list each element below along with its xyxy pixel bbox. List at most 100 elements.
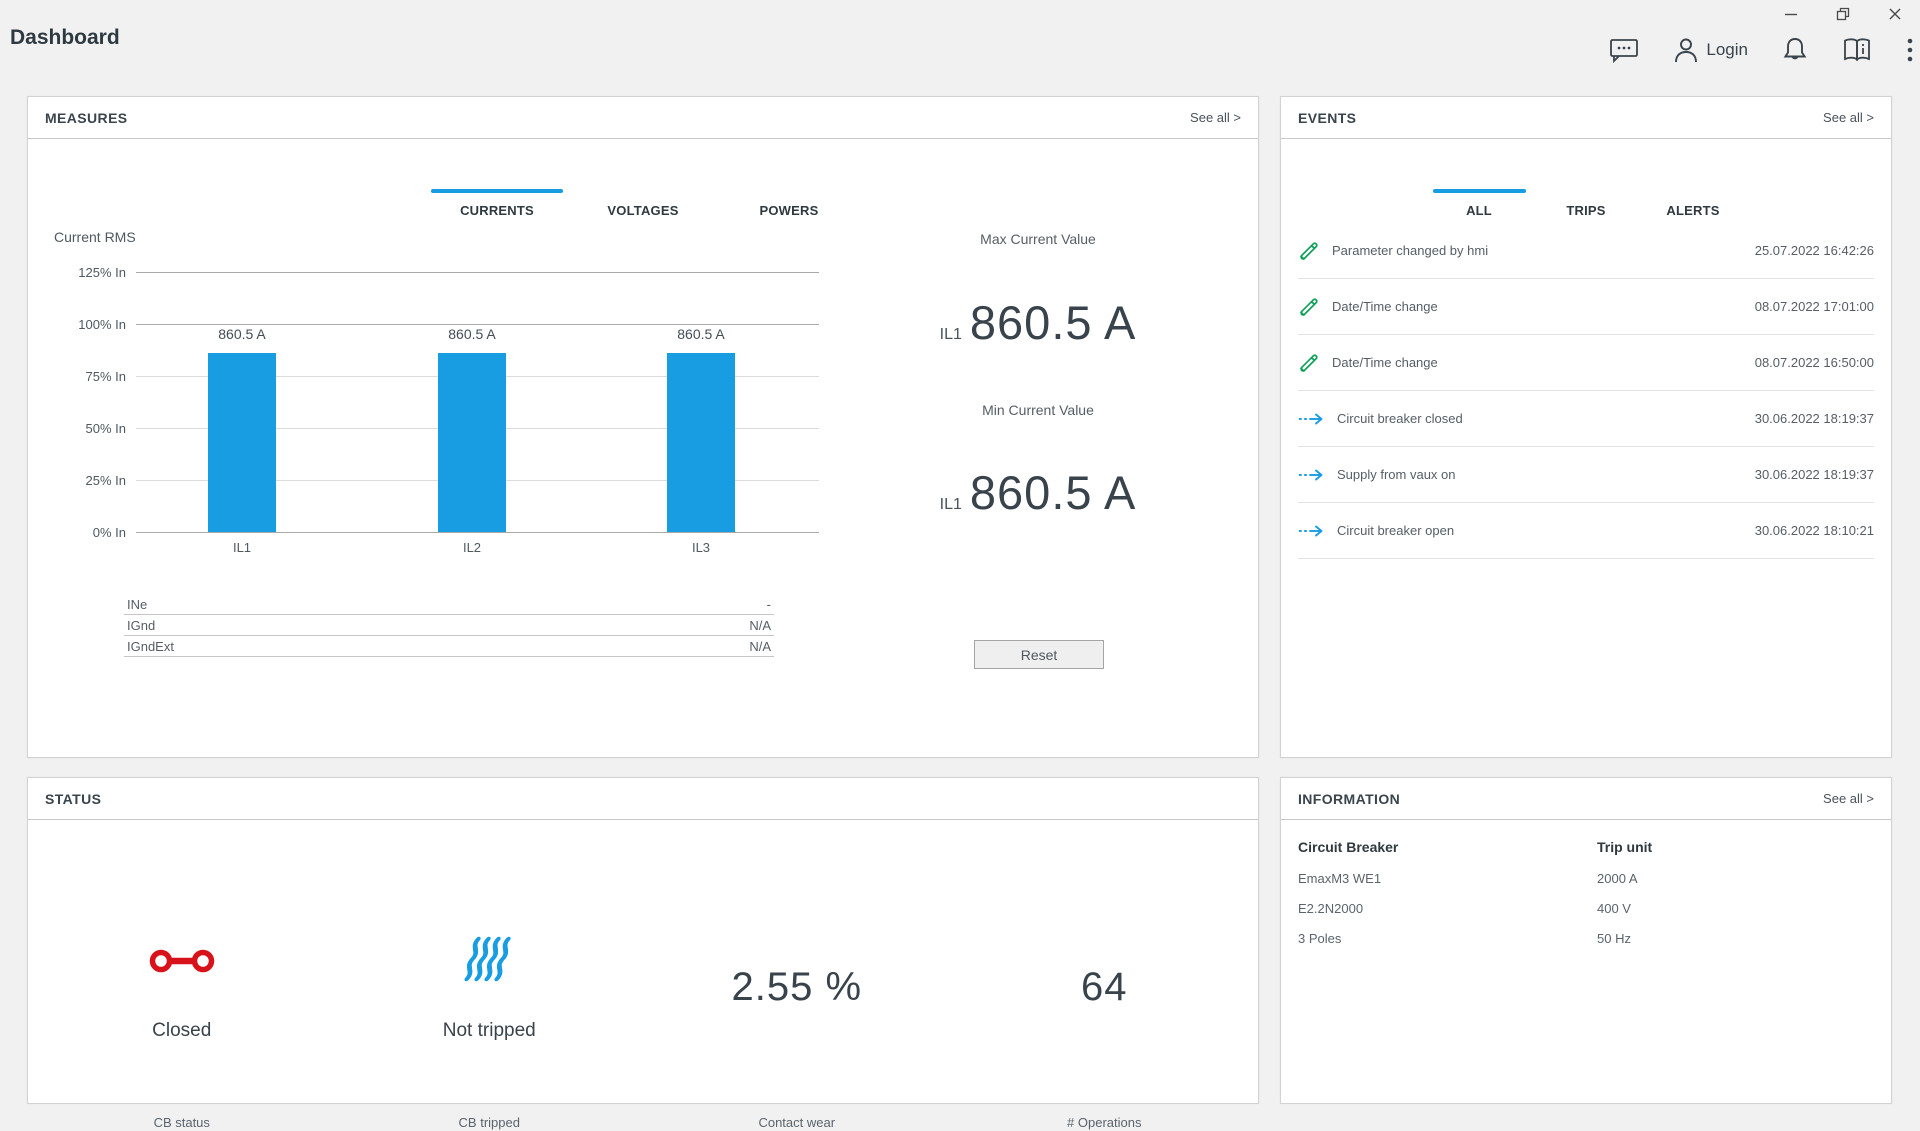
event-arrow-icon bbox=[1298, 468, 1325, 482]
information-row: 2000 A bbox=[1597, 871, 1638, 886]
events-tabs: ALL TRIPS ALERTS bbox=[1281, 189, 1891, 224]
event-timestamp: 30.06.2022 18:10:21 bbox=[1754, 523, 1874, 538]
bell-icon[interactable] bbox=[1782, 36, 1808, 64]
status-value: Not tripped bbox=[442, 1020, 536, 1041]
tab-trips[interactable]: TRIPS bbox=[1566, 203, 1606, 218]
information-row: E2.2N2000 bbox=[1298, 901, 1364, 916]
measures-row-label: IGnd bbox=[127, 617, 156, 633]
information-column-header: Trip unit bbox=[1597, 839, 1653, 855]
event-row[interactable]: Supply from vaux on 30.06.2022 18:19:37 bbox=[1298, 447, 1874, 503]
events-see-all-link[interactable]: See all > bbox=[1823, 110, 1874, 125]
measures-table-row: IGnd N/A bbox=[124, 615, 774, 636]
event-text: Circuit breaker closed bbox=[1337, 411, 1463, 426]
tab-all[interactable]: ALL bbox=[1432, 189, 1526, 224]
tab-powers[interactable]: POWERS bbox=[759, 203, 819, 218]
min-current-label: Min Current Value bbox=[982, 402, 1094, 418]
status-item: 2.55 % Contact wear bbox=[643, 820, 951, 1130]
status-value: 64 bbox=[1081, 965, 1128, 1009]
status-value: 2.55 % bbox=[731, 965, 863, 1009]
chart-ytick: 75% In bbox=[85, 369, 126, 384]
tab-currents[interactable]: CURRENTS bbox=[431, 189, 563, 224]
login-label: Login bbox=[1706, 40, 1748, 59]
chart-xtick: IL2 bbox=[462, 540, 482, 555]
status-title: STATUS bbox=[45, 790, 102, 807]
chat-icon[interactable] bbox=[1609, 36, 1639, 64]
measures-row-label: INe bbox=[127, 596, 148, 612]
chart-ytick: 100% In bbox=[78, 317, 126, 332]
chart-gridline bbox=[136, 532, 819, 533]
chart-bar-il3 bbox=[667, 353, 735, 532]
measures-row-value: - bbox=[766, 596, 771, 612]
information-title: INFORMATION bbox=[1298, 790, 1401, 807]
chart-bar-value: 860.5 A bbox=[677, 326, 725, 343]
min-current-phase: IL1 bbox=[939, 496, 962, 513]
chart-ytick: 50% In bbox=[85, 421, 126, 436]
measures-row-label: IGndExt bbox=[127, 638, 174, 654]
kebab-menu-icon[interactable] bbox=[1906, 36, 1914, 64]
status-body: Closed CB status Not tripped CB tripped 2.55… bbox=[28, 820, 1259, 1130]
minimize-button[interactable] bbox=[1776, 2, 1806, 26]
measures-see-all-link[interactable]: See all > bbox=[1190, 110, 1241, 125]
event-timestamp: 30.06.2022 18:19:37 bbox=[1754, 411, 1874, 426]
chart-bar-il1 bbox=[208, 353, 276, 532]
status-label: # Operations bbox=[1067, 1115, 1142, 1130]
status-value: Closed bbox=[152, 1020, 212, 1041]
events-panel: EVENTS See all > ALL TRIPS ALERTS Paramete… bbox=[1280, 96, 1892, 758]
status-label: CB tripped bbox=[458, 1115, 520, 1130]
measures-row-value: N/A bbox=[749, 638, 771, 654]
information-column-header: Circuit Breaker bbox=[1298, 839, 1399, 855]
pencil-icon bbox=[1298, 296, 1320, 318]
event-timestamp: 08.07.2022 17:01:00 bbox=[1754, 299, 1874, 314]
event-row[interactable]: Circuit breaker open 30.06.2022 18:10:21 bbox=[1298, 503, 1874, 559]
status-item: Closed CB status bbox=[28, 820, 336, 1130]
status-item: 64 # Operations bbox=[951, 820, 1259, 1130]
cb-closed-icon bbox=[149, 944, 215, 978]
login-button[interactable]: Login bbox=[1673, 36, 1748, 64]
information-row: 50 Hz bbox=[1597, 931, 1631, 946]
user-icon bbox=[1675, 38, 1698, 63]
event-row[interactable]: Date/Time change 08.07.2022 16:50:00 bbox=[1298, 335, 1874, 391]
chart-title: Current RMS bbox=[54, 229, 136, 245]
chart-xtick: IL3 bbox=[691, 540, 711, 555]
restore-button[interactable] bbox=[1828, 2, 1858, 26]
reset-button[interactable]: Reset bbox=[974, 640, 1104, 669]
event-row[interactable]: Circuit breaker closed 30.06.2022 18:19:3… bbox=[1298, 391, 1874, 447]
events-list: Parameter changed by hmi 25.07.2022 16:42… bbox=[1298, 223, 1874, 559]
information-row: 3 Poles bbox=[1298, 931, 1342, 946]
status-panel: STATUS Closed CB status Not tripped CB trip… bbox=[27, 777, 1259, 1130]
measures-panel: MEASURES See all > CURRENTS VOLTAGES POWER… bbox=[27, 96, 1259, 758]
event-timestamp: 25.07.2022 16:42:26 bbox=[1754, 243, 1874, 258]
tab-voltages[interactable]: VOLTAGES bbox=[607, 203, 679, 218]
event-timestamp: 08.07.2022 16:50:00 bbox=[1754, 355, 1874, 370]
measures-table-row: INe - bbox=[124, 594, 774, 615]
chart-bar-value: 860.5 A bbox=[448, 326, 496, 343]
window-controls bbox=[1776, 2, 1910, 26]
pencil-icon bbox=[1298, 240, 1320, 262]
measures-row-value: N/A bbox=[749, 617, 771, 633]
status-label: Contact wear bbox=[758, 1115, 836, 1130]
max-current-phase: IL1 bbox=[939, 326, 962, 343]
status-item: Not tripped CB tripped bbox=[336, 820, 644, 1130]
event-text: Parameter changed by hmi bbox=[1332, 243, 1489, 258]
tab-alerts[interactable]: ALERTS bbox=[1666, 203, 1720, 218]
events-title: EVENTS bbox=[1298, 109, 1357, 126]
status-label: CB status bbox=[153, 1115, 210, 1130]
information-row: EmaxM3 WE1 bbox=[1298, 871, 1382, 886]
pencil-icon bbox=[1298, 352, 1320, 374]
measures-table-row: IGndExt N/A bbox=[124, 636, 774, 657]
event-text: Supply from vaux on bbox=[1337, 467, 1456, 482]
event-arrow-icon bbox=[1298, 524, 1325, 538]
event-arrow-icon bbox=[1298, 412, 1325, 426]
close-icon[interactable] bbox=[1880, 2, 1910, 26]
event-row[interactable]: Parameter changed by hmi 25.07.2022 16:42… bbox=[1298, 223, 1874, 279]
chart-gridline bbox=[136, 272, 819, 273]
event-text: Circuit breaker open bbox=[1337, 523, 1455, 538]
information-see-all-link[interactable]: See all > bbox=[1823, 791, 1874, 806]
event-timestamp: 30.06.2022 18:19:37 bbox=[1754, 467, 1874, 482]
cb-not-tripped-icon bbox=[461, 933, 517, 989]
chart-gridline bbox=[136, 324, 819, 325]
event-row[interactable]: Date/Time change 08.07.2022 17:01:00 bbox=[1298, 279, 1874, 335]
measures-title: MEASURES bbox=[45, 109, 128, 126]
min-current-reading: 860.5 A bbox=[969, 466, 1137, 519]
manual-icon[interactable] bbox=[1842, 37, 1872, 63]
